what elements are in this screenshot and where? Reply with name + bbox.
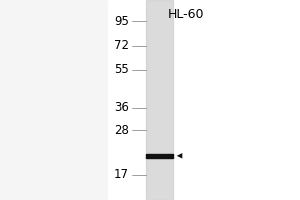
Text: 72: 72 [114,39,129,52]
Bar [146,0,172,200]
Bar [108,0,300,200]
Text: 28: 28 [114,124,129,137]
Text: 55: 55 [114,63,129,76]
Bar [0,0,108,200]
Text: 17: 17 [114,168,129,181]
Text: 36: 36 [114,101,129,114]
Text: HL-60: HL-60 [168,8,204,21]
Bar [146,154,172,158]
Text: 95: 95 [114,15,129,28]
Bar [147,0,171,200]
